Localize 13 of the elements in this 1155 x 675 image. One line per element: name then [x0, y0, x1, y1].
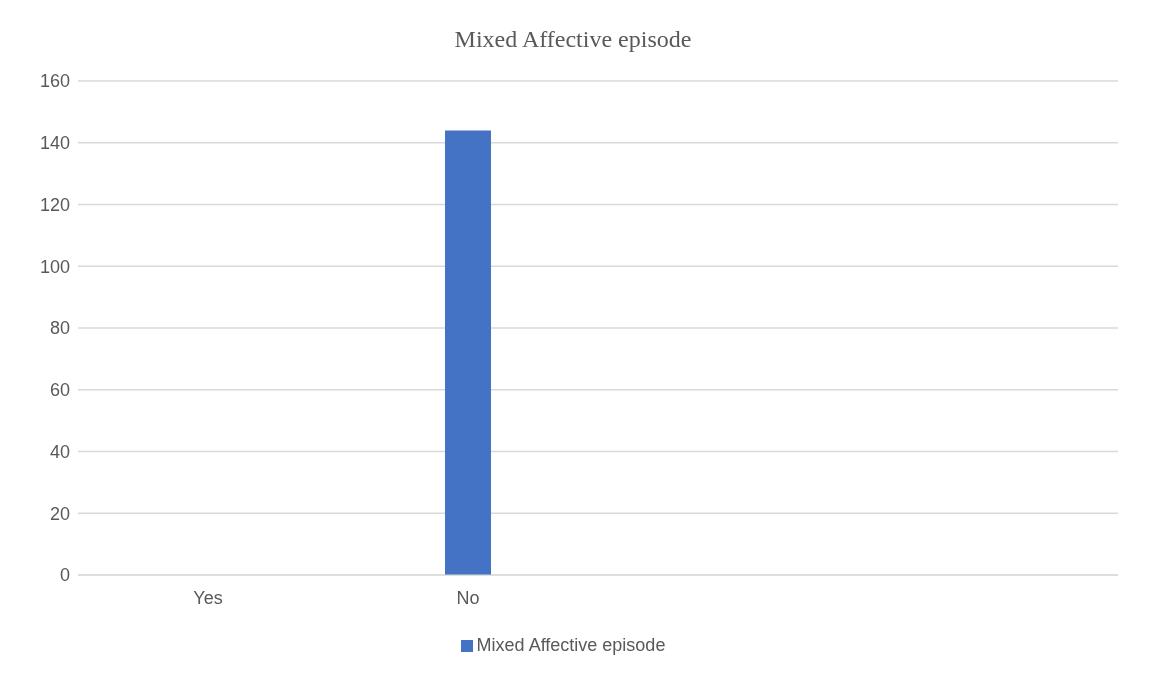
- y-tick-label: 80: [49, 318, 70, 339]
- y-tick-label: 20: [49, 503, 70, 524]
- y-tick-label: 120: [39, 194, 70, 215]
- y-tick-label: 60: [49, 380, 70, 401]
- x-tick-label: Yes: [193, 587, 223, 608]
- chart-title: Mixed Affective episode: [453, 25, 693, 54]
- y-tick-label: 140: [39, 133, 70, 154]
- y-tick-label: 100: [39, 256, 70, 277]
- y-tick-label: 0: [59, 565, 70, 586]
- x-tick-label: No: [456, 587, 480, 608]
- y-tick-label: 160: [39, 71, 70, 92]
- y-tick-label: 40: [49, 441, 70, 462]
- legend-label: Mixed Affective episode: [476, 635, 666, 655]
